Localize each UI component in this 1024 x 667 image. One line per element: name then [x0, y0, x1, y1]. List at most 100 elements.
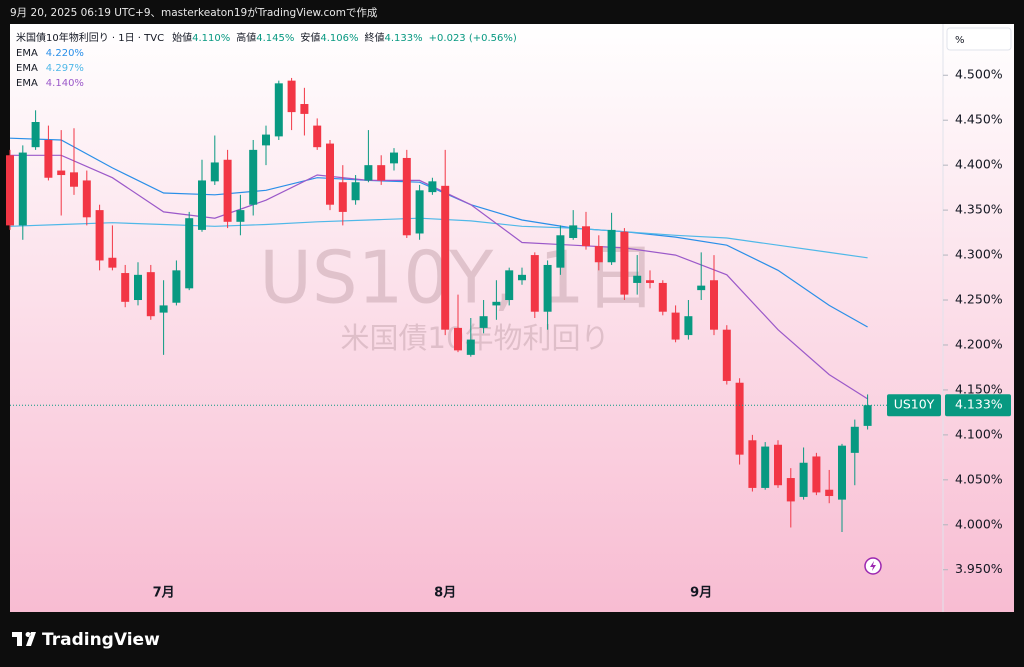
y-tick-label: 3.950%	[955, 561, 1003, 576]
candle-body	[377, 165, 386, 181]
candle-body	[185, 218, 194, 289]
footer	[0, 612, 1024, 667]
y-tick-label: 4.450%	[955, 112, 1003, 127]
candle-body	[722, 329, 731, 381]
candle-body	[18, 152, 27, 226]
candle-body	[210, 162, 219, 182]
candle-body	[454, 327, 462, 351]
symbol-tag-label: US10Y	[894, 397, 935, 412]
candle-body	[530, 255, 539, 312]
candle-body	[441, 185, 450, 330]
candle-body	[351, 182, 360, 201]
candle-body	[633, 275, 642, 283]
candle-body	[428, 181, 437, 193]
y-tick-label: 4.350%	[955, 202, 1003, 217]
candle-body	[543, 264, 552, 312]
y-tick-label: 4.400%	[955, 157, 1003, 172]
legend-name: EMA	[16, 78, 38, 89]
candle-body	[658, 282, 667, 312]
y-tick-label: 4.150%	[955, 381, 1003, 396]
legend-value: 4.297%	[46, 63, 84, 74]
candle-body	[710, 280, 718, 330]
candle-body	[582, 226, 590, 247]
candle-body	[390, 152, 398, 164]
legend-value: 4.140%	[46, 78, 84, 89]
candle-body	[569, 225, 578, 238]
legend-name: EMA	[16, 63, 38, 74]
x-tick-label: 8月	[434, 586, 456, 601]
y-tick-label: 4.050%	[955, 471, 1003, 486]
candle-body	[786, 478, 795, 502]
ohlc-label: 始値	[172, 31, 192, 44]
y-tick-label: 4.200%	[955, 336, 1003, 351]
legend: 米国債10年物利回り · 1日 · TVC 始値4.110% 高値4.145% 安値4…	[16, 31, 517, 89]
candle-body	[850, 426, 859, 453]
logo: TradingView	[12, 630, 160, 650]
symbol-title: 米国債10年物利回り · 1日 · TVC 始値4.110% 高値4.145% 安値4…	[16, 31, 517, 44]
ohlc-value: 4.110%	[192, 33, 230, 44]
legend-entry: EMA 4.140%	[16, 78, 84, 89]
candle-body	[492, 301, 501, 306]
candle-body	[799, 462, 808, 497]
candle-body	[415, 190, 424, 234]
candle-body	[159, 305, 168, 313]
candle-body	[671, 312, 680, 340]
ohlc-label: 終値	[365, 31, 385, 44]
candle-body	[31, 122, 40, 148]
price-tag	[945, 394, 1011, 417]
candle-body	[108, 257, 117, 268]
candle-body	[313, 125, 322, 148]
candle-body	[479, 316, 488, 328]
legend-entry: EMA 4.297%	[16, 63, 84, 74]
candle-body	[812, 456, 821, 493]
logo-text: TradingView	[42, 630, 160, 650]
ohlc-label: 安値	[300, 31, 320, 44]
y-tick-label: 4.000%	[955, 516, 1003, 531]
ohlc-value: 4.106%	[320, 33, 358, 44]
ohlc-label: 高値	[236, 31, 256, 44]
candle-body	[863, 405, 872, 426]
x-tick-label: 9月	[690, 586, 712, 601]
unit-button-label[interactable]: %	[955, 35, 965, 46]
candle-body	[95, 210, 104, 261]
candle-body	[326, 143, 334, 205]
price-tag-label: 4.133%	[955, 397, 1003, 412]
candle-body	[262, 134, 270, 146]
ohlc-value: 4.145%	[256, 33, 294, 44]
unit-button[interactable]	[946, 27, 1012, 51]
candle-body	[825, 489, 834, 497]
candle-body	[735, 382, 744, 455]
legend-entry: EMA 4.220%	[16, 48, 84, 59]
title: 米国債10年物利回り · 1日 · TVC	[16, 31, 164, 44]
legend-name: EMA	[16, 48, 38, 59]
candle-body	[287, 80, 296, 113]
candle-body	[364, 165, 373, 181]
candle-body	[774, 444, 782, 486]
y-tick-label: 4.250%	[955, 292, 1003, 307]
candle-body	[838, 445, 846, 500]
y-tick-label: 4.300%	[955, 247, 1003, 262]
chart-area	[10, 24, 1014, 612]
legend-value: 4.220%	[46, 48, 84, 59]
candle-body	[761, 446, 770, 488]
candle-body	[338, 182, 347, 212]
candle-body	[146, 272, 155, 317]
candle-body	[82, 180, 91, 218]
event-icon-glyph[interactable]	[870, 561, 876, 571]
candle-body	[44, 139, 53, 178]
x-tick-label: 7月	[153, 586, 175, 601]
candle-body	[121, 273, 130, 302]
candle-body	[274, 83, 283, 137]
candle-body	[620, 231, 629, 295]
candle-body	[697, 285, 706, 291]
candle-body	[249, 149, 258, 205]
y-tick-label: 4.100%	[955, 426, 1003, 441]
candle-body	[684, 316, 693, 336]
y-tick-label: 4.500%	[955, 67, 1003, 82]
logo-icon	[12, 632, 36, 646]
candle-body	[198, 180, 206, 230]
candle-body	[607, 229, 616, 263]
ohlc-value: 4.133%	[385, 33, 423, 44]
